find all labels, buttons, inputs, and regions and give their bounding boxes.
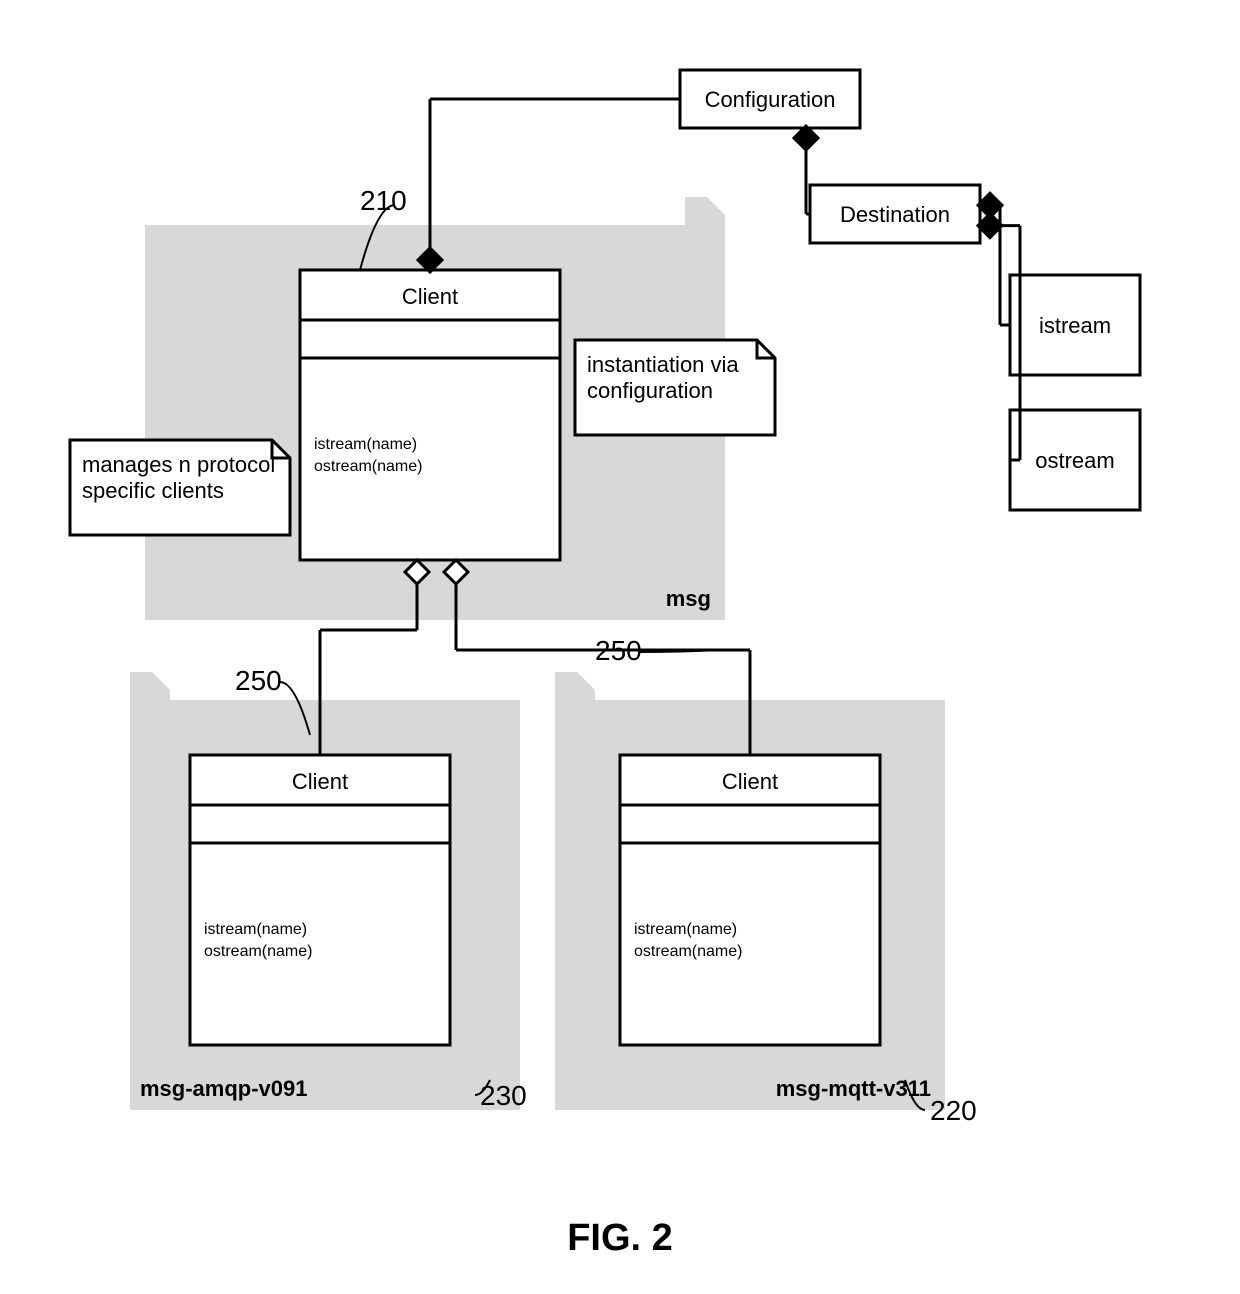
svg-text:Client: Client [292,769,348,794]
svg-text:specific clients: specific clients [82,478,224,503]
svg-text:istream(name): istream(name) [634,921,737,938]
callout-250-right: 250 [595,635,642,666]
svg-text:Client: Client [722,769,778,794]
svg-text:Client: Client [402,284,458,309]
svg-text:ostream(name): ostream(name) [314,458,422,475]
svg-text:Destination: Destination [840,202,950,227]
svg-text:manages n protocol: manages n protocol [82,452,275,477]
svg-text:ostream(name): ostream(name) [634,943,742,960]
package-label-amqp: msg-amqp-v091 [140,1076,308,1101]
svg-text:instantiation via: instantiation via [587,352,739,377]
svg-text:istream: istream [1039,313,1111,338]
callout-250-left: 250 [235,665,282,696]
figure-label: FIG. 2 [567,1217,673,1259]
svg-text:Configuration: Configuration [705,87,836,112]
callout-220: 220 [930,1095,977,1126]
svg-text:configuration: configuration [587,378,713,403]
svg-text:istream(name): istream(name) [204,921,307,938]
svg-text:ostream: ostream [1035,448,1114,473]
package-label-msg: msg [666,586,711,611]
svg-text:istream(name): istream(name) [314,436,417,453]
svg-text:ostream(name): ostream(name) [204,943,312,960]
